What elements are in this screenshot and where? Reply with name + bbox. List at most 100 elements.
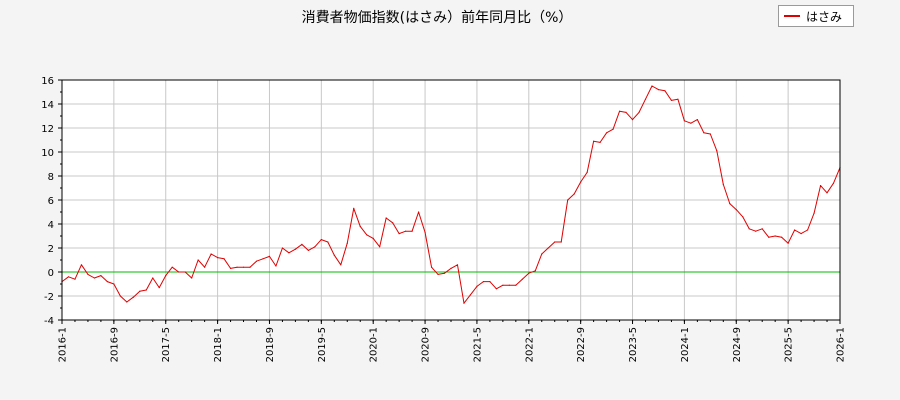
data-point [832, 182, 835, 184]
data-point [638, 111, 640, 113]
data-point [139, 290, 141, 292]
series-layer [61, 85, 841, 304]
y-tick-label: 4 [48, 220, 54, 231]
x-tick-label: 2025-5 [784, 327, 795, 362]
axis-ticks: -4 -2 0 2 4 6 8 10 12 14 16 2016-1 2016-9 2017-5 2018-… [41, 76, 846, 362]
data-point [353, 207, 355, 209]
y-tick-label: -4 [44, 316, 54, 327]
legend-label: はさみ [806, 9, 843, 24]
data-point [255, 260, 258, 262]
data-point [631, 119, 634, 121]
data-point [67, 276, 70, 278]
legend-swatch [784, 15, 800, 17]
data-point [541, 253, 543, 255]
data-point [275, 265, 277, 267]
data-point [560, 241, 562, 243]
data-point [774, 235, 776, 237]
data-point [495, 288, 497, 290]
plot-border [61, 79, 841, 321]
data-point [178, 271, 180, 273]
x-tick-label: 2019-5 [317, 327, 328, 362]
data-point [819, 185, 822, 187]
data-point [463, 302, 465, 304]
y-tick-label: 12 [41, 124, 54, 135]
data-point [327, 241, 329, 243]
x-tick-label: 2017-5 [161, 327, 172, 362]
data-point [392, 222, 394, 224]
data-point [768, 236, 770, 238]
data-point [379, 246, 381, 248]
x-tick-label: 2018-1 [213, 327, 224, 362]
data-point [573, 193, 575, 195]
data-point [476, 285, 478, 287]
data-point [87, 273, 89, 275]
data-point [307, 249, 309, 251]
data-point [430, 266, 433, 268]
data-point [781, 236, 783, 238]
data-point [333, 254, 335, 256]
data-point [612, 128, 614, 130]
data-point [217, 257, 219, 259]
data-point [716, 150, 718, 152]
data-point [320, 239, 322, 241]
data-point [411, 230, 413, 232]
data-point [586, 171, 588, 173]
data-point [100, 275, 102, 277]
data-point [528, 272, 530, 274]
data-point [236, 266, 238, 268]
y-tick-label: 10 [41, 148, 54, 159]
data-point [443, 272, 446, 274]
data-point [281, 247, 284, 249]
x-tick-label: 2016-9 [109, 327, 120, 362]
data-point [184, 271, 186, 273]
x-tick-label: 2020-1 [369, 327, 380, 362]
data-point [165, 275, 167, 277]
data-point [171, 266, 173, 268]
data-point [657, 89, 660, 91]
y-tick-label: 6 [48, 196, 54, 207]
data-point [366, 234, 368, 236]
legend: はさみ [778, 5, 854, 27]
data-point [651, 85, 653, 87]
chart-title: 消費者物価指数(はさみ）前年同月比（%） [302, 9, 573, 26]
data-point [126, 301, 128, 303]
data-point [74, 278, 76, 280]
data-point [132, 296, 134, 298]
data-point [359, 225, 361, 227]
y-tick-label: 2 [48, 244, 54, 255]
data-point [119, 295, 121, 297]
data-point [748, 228, 750, 230]
x-tick-label: 2026-1 [836, 327, 847, 362]
data-point [554, 241, 556, 243]
data-point [670, 99, 673, 101]
data-point [761, 228, 763, 230]
data-point [567, 199, 569, 201]
data-point [158, 287, 160, 289]
data-point [93, 277, 96, 279]
data-point [515, 284, 517, 286]
data-point [677, 98, 679, 100]
data-point [340, 264, 342, 266]
data-point [424, 231, 426, 233]
data-point [794, 229, 796, 231]
data-point [813, 212, 815, 214]
data-point [696, 119, 698, 121]
data-point [242, 266, 245, 268]
y-tick-label: 8 [48, 172, 54, 183]
data-point [294, 248, 296, 250]
data-point [398, 233, 400, 235]
data-point [346, 242, 348, 244]
data-point [547, 247, 549, 249]
data-point [664, 90, 666, 92]
data-point [197, 259, 199, 261]
data-point [113, 283, 115, 285]
data-point [145, 289, 147, 291]
data-point [106, 281, 108, 283]
data-point [800, 233, 802, 235]
data-point [735, 209, 737, 211]
x-tick-label: 2016-1 [58, 327, 69, 362]
data-point [593, 140, 595, 142]
x-tick-label: 2020-9 [421, 327, 432, 362]
x-tick-label: 2024-1 [680, 327, 691, 362]
data-point [489, 281, 491, 283]
